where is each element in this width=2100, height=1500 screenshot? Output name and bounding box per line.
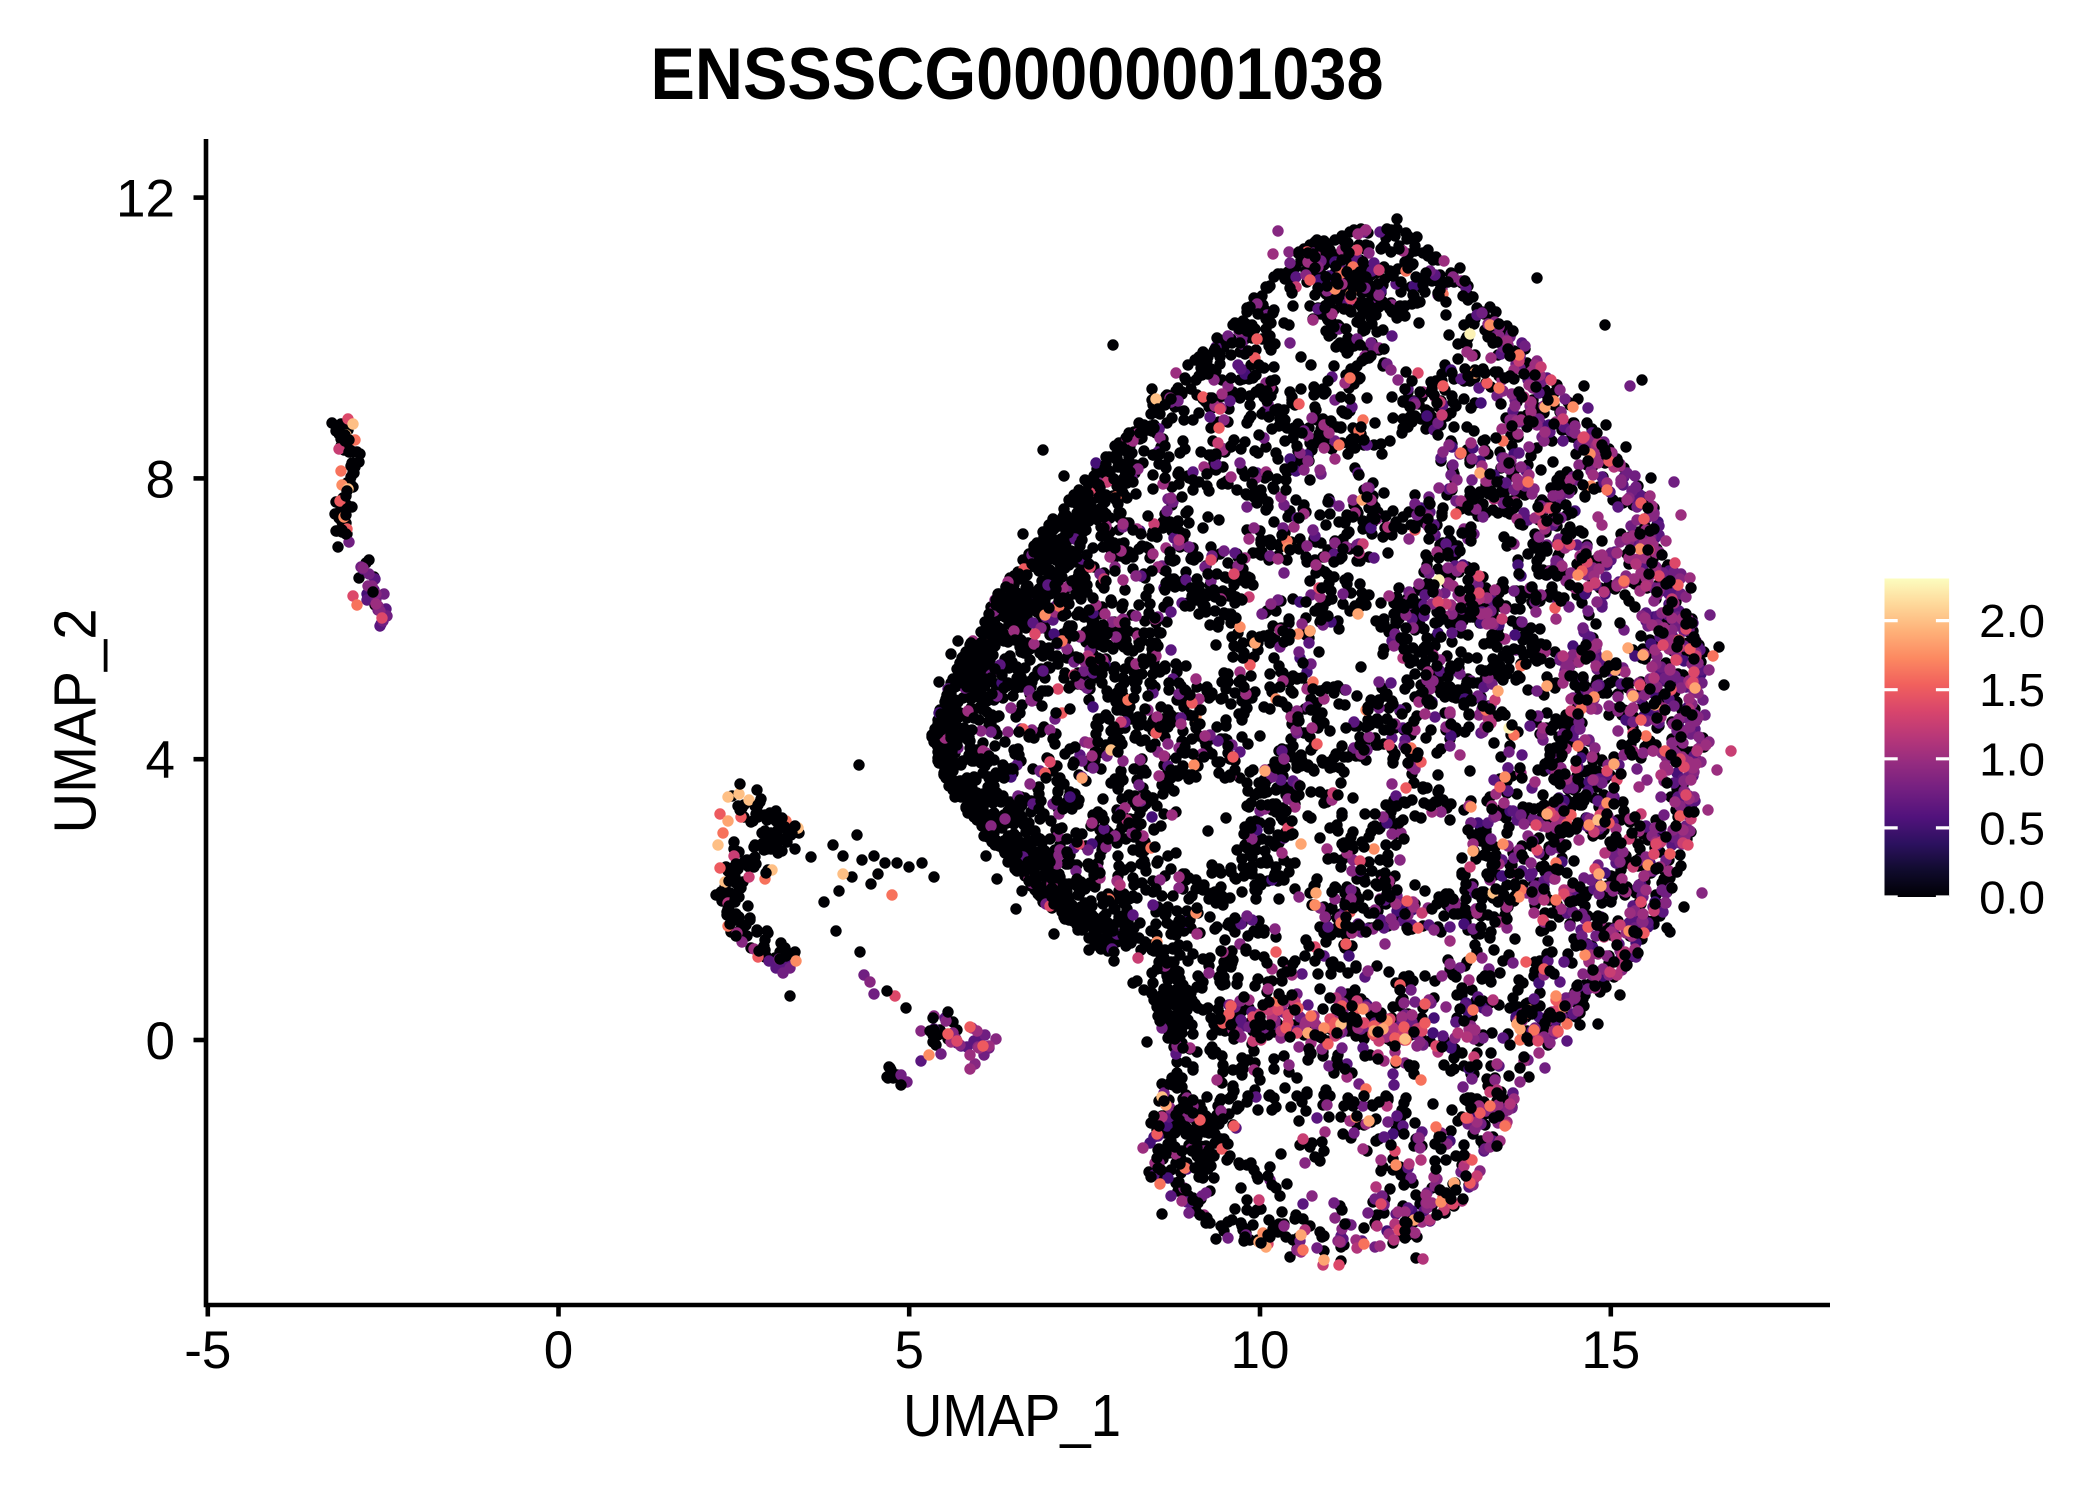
svg-text:-5: -5 xyxy=(184,1321,231,1380)
svg-text:5: 5 xyxy=(894,1321,923,1380)
svg-text:2.0: 2.0 xyxy=(1979,595,2045,647)
svg-text:4: 4 xyxy=(146,731,175,790)
svg-text:15: 15 xyxy=(1581,1321,1640,1380)
svg-text:8: 8 xyxy=(146,450,175,509)
svg-text:10: 10 xyxy=(1231,1321,1290,1380)
svg-text:1.5: 1.5 xyxy=(1979,664,2045,716)
svg-text:UMAP_2: UMAP_2 xyxy=(43,609,109,834)
svg-text:12: 12 xyxy=(116,170,175,229)
svg-text:0: 0 xyxy=(544,1321,573,1380)
svg-text:UMAP_1: UMAP_1 xyxy=(903,1383,1121,1449)
svg-text:0.5: 0.5 xyxy=(1979,802,2045,854)
svg-text:1.0: 1.0 xyxy=(1979,733,2045,785)
svg-text:0.0: 0.0 xyxy=(1979,872,2045,924)
svg-text:0: 0 xyxy=(146,1012,175,1071)
svg-text:ENSSSCG00000001038: ENSSSCG00000001038 xyxy=(651,34,1384,115)
